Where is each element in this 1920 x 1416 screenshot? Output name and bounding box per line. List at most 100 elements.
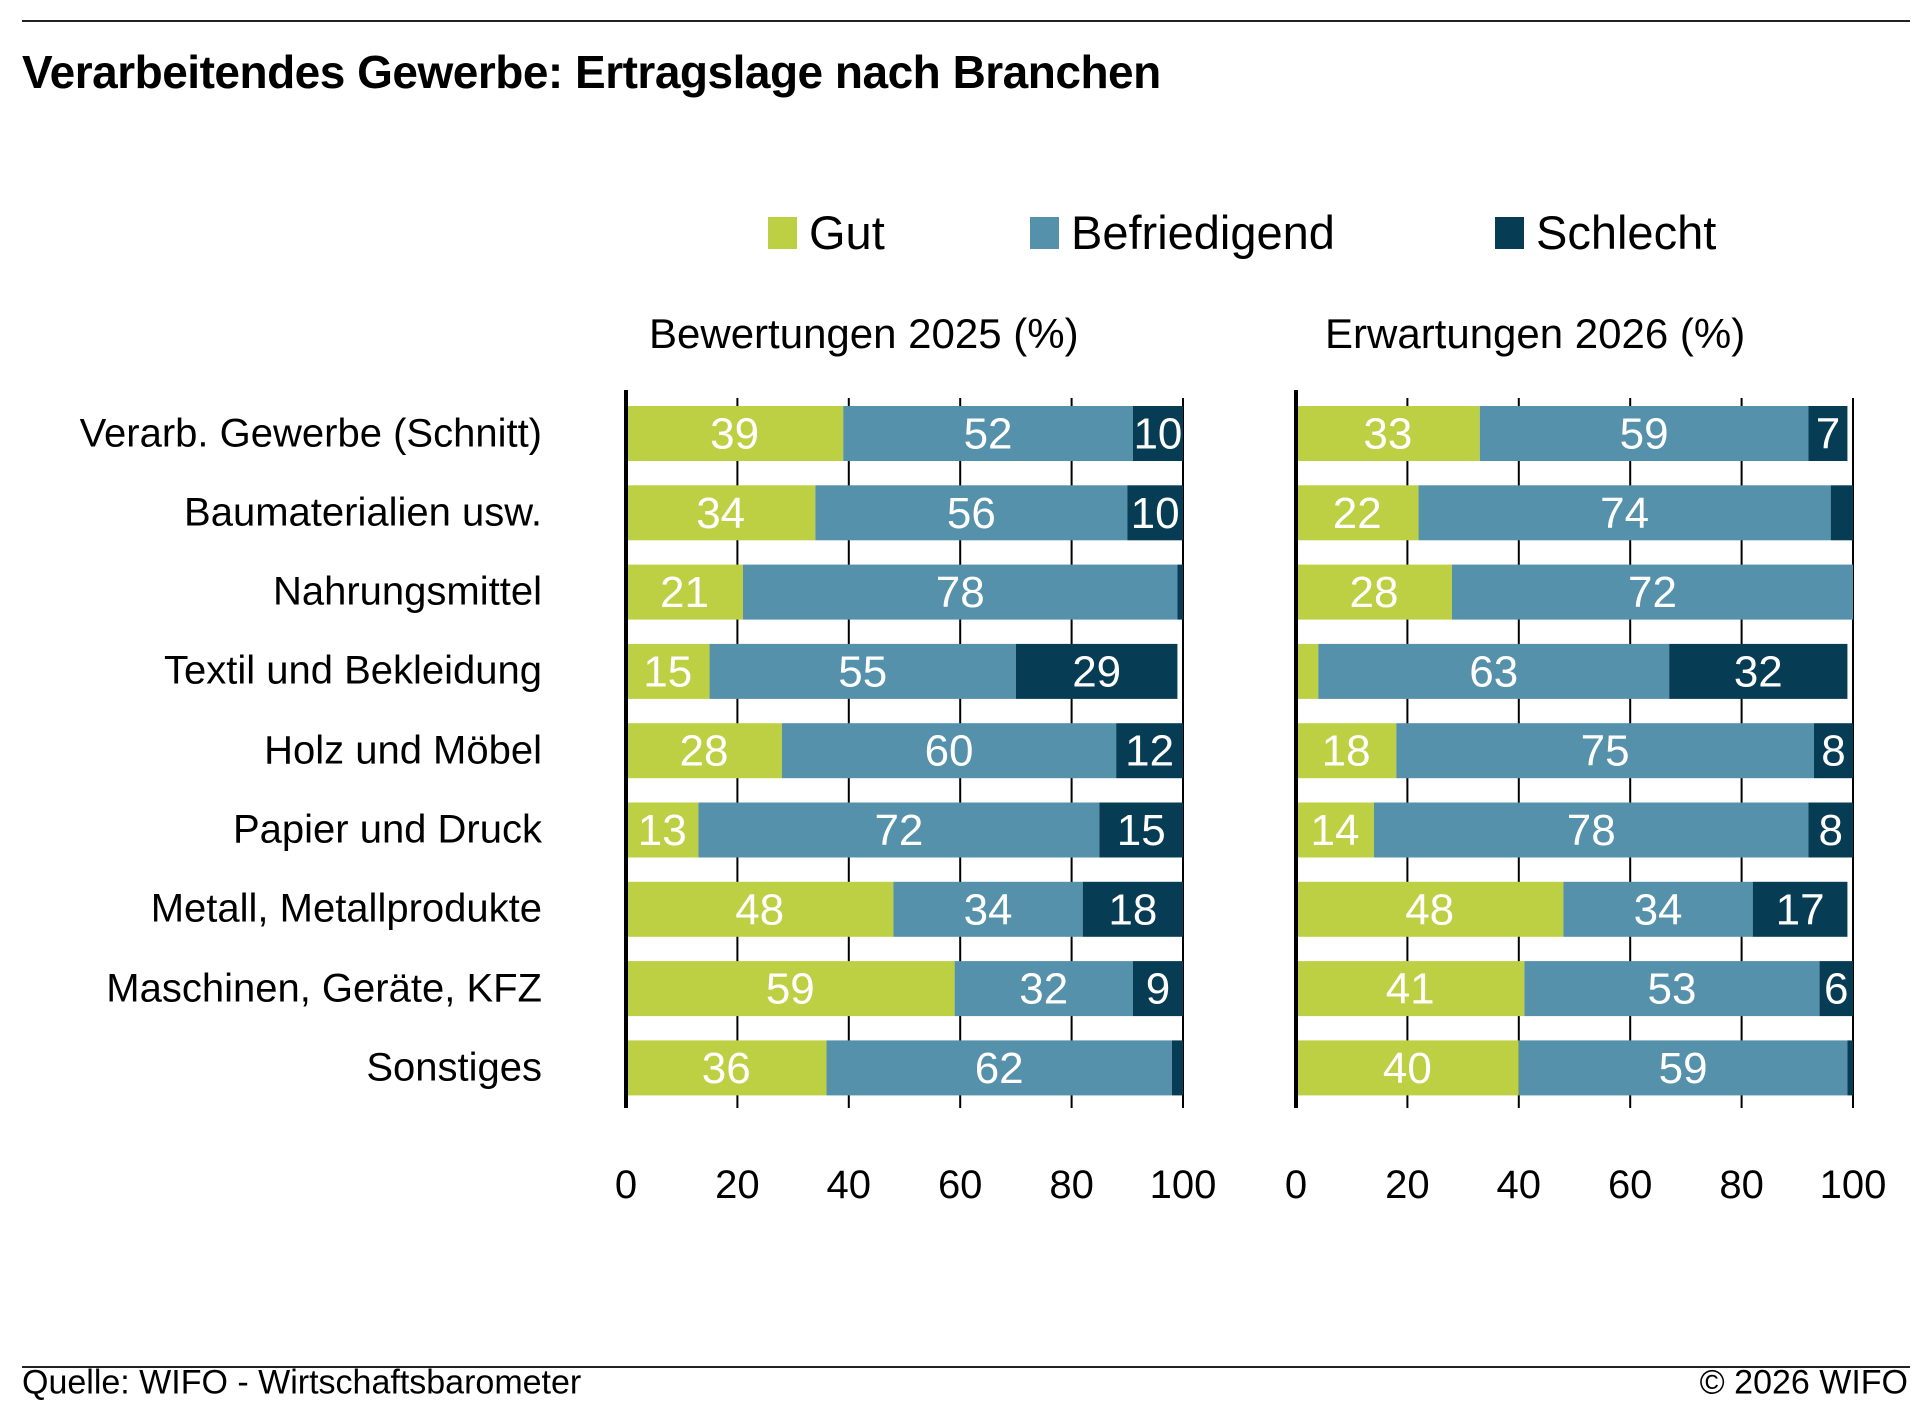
x-tick-label: 0: [1285, 1163, 1307, 1207]
bar-schlecht: [1814, 723, 1853, 779]
bar-gut: [1296, 1040, 1519, 1096]
data-label: 10: [1131, 489, 1180, 538]
x-tick-label: 0: [615, 1163, 637, 1207]
data-label: 34: [964, 885, 1013, 934]
data-label: 33: [1363, 410, 1412, 459]
bar-befriedigend: [742, 564, 1178, 620]
bar-befriedigend: [1318, 643, 1670, 699]
data-label: 28: [1350, 568, 1399, 617]
data-label: 22: [1333, 489, 1382, 538]
category-label: Nahrungsmittel: [272, 569, 542, 614]
data-label: 36: [702, 1044, 751, 1093]
bar-schlecht: [1171, 1040, 1183, 1096]
bar-befriedigend: [1373, 802, 1809, 858]
data-label: 59: [1659, 1044, 1708, 1093]
legend-item-befriedigend: Befriedigend: [1030, 205, 1335, 260]
bar-befriedigend: [709, 643, 1016, 699]
legend-label-schlecht: Schlecht: [1536, 206, 1717, 259]
bar-schlecht: [1669, 643, 1848, 699]
bar-befriedigend: [1396, 723, 1815, 779]
data-label: 29: [1072, 647, 1121, 696]
category-label: Maschinen, Geräte, KFZ: [106, 966, 542, 1011]
copyright-note: © 2026 WIFO: [1699, 1363, 1908, 1402]
bar-befriedigend: [1518, 1040, 1848, 1096]
data-label: 48: [735, 885, 784, 934]
bar-gut: [1296, 881, 1564, 937]
data-label: 7: [1816, 410, 1840, 459]
x-tick-label: 80: [1049, 1163, 1094, 1207]
bar-schlecht: [1132, 406, 1183, 461]
data-label: 59: [766, 965, 815, 1014]
data-label: 34: [1634, 885, 1683, 934]
bar-gut: [626, 406, 844, 461]
data-label: 21: [660, 568, 709, 617]
bar-befriedigend: [826, 1040, 1172, 1096]
data-label: 12: [1125, 727, 1174, 776]
data-label: 62: [975, 1044, 1024, 1093]
bar-gut: [1296, 406, 1480, 461]
bar-gut: [1296, 723, 1397, 779]
source-note: Quelle: WIFO - Wirtschaftsbarometer: [22, 1363, 582, 1402]
bar-gut: [626, 961, 955, 1017]
data-label: 18: [1322, 727, 1371, 776]
category-label: Metall, Metallprodukte: [150, 886, 542, 931]
legend-swatch-befriedigend: [1030, 216, 1059, 249]
chart-title: Verarbeitendes Gewerbe: Ertragslage nach…: [22, 46, 1161, 98]
bar-befriedigend: [1451, 564, 1853, 620]
data-label: 56: [947, 489, 996, 538]
category-label: Holz und Möbel: [264, 728, 542, 773]
top-rule: [22, 20, 1910, 22]
bar-gut: [1296, 564, 1452, 620]
data-label: 28: [680, 727, 729, 776]
bar-gut: [626, 564, 743, 620]
data-label: 52: [964, 410, 1013, 459]
data-label: 15: [1117, 806, 1166, 855]
data-label: 74: [1600, 489, 1649, 538]
bar-gut: [1296, 643, 1319, 699]
bar-schlecht: [1015, 643, 1178, 699]
data-label: 63: [1469, 647, 1518, 696]
x-tick-label: 100: [1820, 1163, 1887, 1207]
data-label: 60: [925, 727, 974, 776]
x-tick-label: 60: [938, 1163, 983, 1207]
bar-schlecht: [1819, 961, 1853, 1017]
bottom-rule: [22, 1366, 1910, 1368]
legend: Gut Befriedigend Schlecht: [0, 205, 1920, 265]
bar-gut: [626, 643, 710, 699]
bar-schlecht: [1830, 485, 1853, 541]
legend-item-schlecht: Schlecht: [1495, 205, 1716, 260]
data-label: 8: [1818, 806, 1842, 855]
bar-schlecht: [1808, 406, 1848, 461]
data-label: 10: [1133, 410, 1182, 459]
data-label: 32: [1019, 965, 1068, 1014]
bar-schlecht: [1808, 802, 1853, 858]
bar-schlecht: [1127, 485, 1183, 541]
bar-befriedigend: [1563, 881, 1753, 937]
panel-title-2026: Erwartungen 2026 (%): [1325, 310, 1746, 357]
bar-gut: [626, 1040, 827, 1096]
x-tick-label: 20: [715, 1163, 760, 1207]
legend-swatch-gut: [768, 216, 797, 249]
category-label: Verarb. Gewerbe (Schnitt): [79, 411, 542, 455]
bar-schlecht: [1132, 961, 1183, 1017]
data-label: 53: [1647, 965, 1696, 1014]
bar-schlecht: [1082, 881, 1183, 937]
bar-befriedigend: [843, 406, 1133, 461]
bar-befriedigend: [1524, 961, 1820, 1017]
bar-gut: [626, 881, 894, 937]
bar-schlecht: [1177, 564, 1183, 620]
legend-swatch-schlecht: [1495, 216, 1524, 249]
bar-befriedigend: [698, 802, 1100, 858]
legend-label-gut: Gut: [809, 206, 885, 259]
x-tick-label: 20: [1385, 1163, 1430, 1207]
bar-gut: [626, 723, 782, 779]
data-label: 72: [1628, 568, 1677, 617]
data-label: 13: [638, 806, 687, 855]
bar-gut: [1296, 485, 1419, 541]
data-label: 78: [936, 568, 985, 617]
bar-befriedigend: [781, 723, 1117, 779]
bar-gut: [626, 802, 699, 858]
bar-gut: [1296, 961, 1525, 1017]
data-label: 40: [1383, 1044, 1432, 1093]
x-tick-label: 80: [1719, 1163, 1764, 1207]
